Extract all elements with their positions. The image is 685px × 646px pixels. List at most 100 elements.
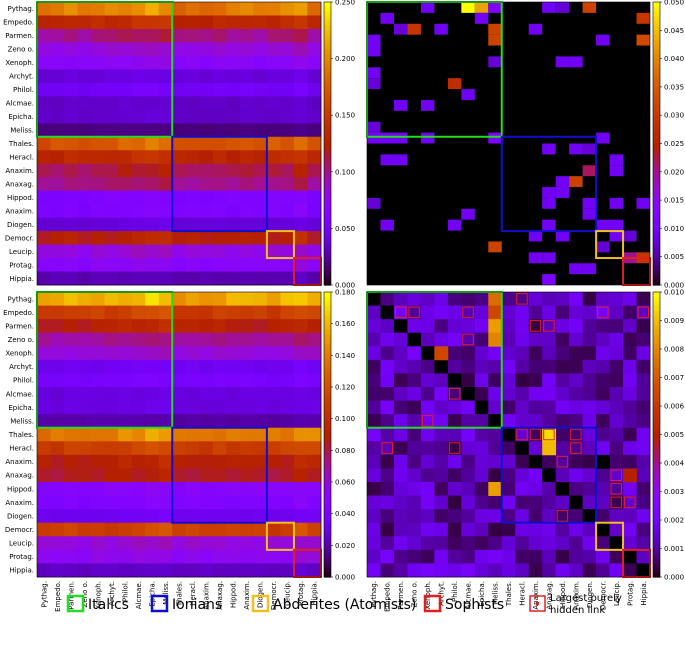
heatmap-cell [280, 441, 295, 456]
colorbar-step [653, 251, 660, 258]
heatmap-cell [185, 359, 200, 374]
heatmap-cell [380, 495, 395, 510]
heatmap-cell [158, 563, 173, 578]
heatmap-cell [367, 427, 381, 442]
heatmap-cell [515, 468, 530, 483]
heatmap-cell [636, 292, 651, 306]
heatmap-cell [293, 55, 308, 70]
heatmap-cell [596, 241, 610, 253]
heatmap-cell [212, 536, 227, 551]
colorbar-step [324, 233, 331, 239]
heatmap-cell [172, 123, 187, 138]
heatmap-cell [253, 441, 268, 456]
heatmap-cell [447, 441, 462, 456]
heatmap-cell [447, 536, 462, 551]
heatmap-cell [461, 482, 476, 496]
x-tick-label: Anaxag. [545, 581, 553, 610]
x-tick-label: Protag. [626, 581, 634, 606]
colorbar-step [653, 91, 660, 97]
heatmap-cell [185, 55, 200, 70]
heatmap-cell [158, 305, 173, 320]
colorbar-step [653, 363, 660, 369]
heatmap-cell [131, 522, 146, 537]
heatmap-cell [542, 373, 557, 388]
heatmap-cell [212, 244, 227, 259]
heatmap-cell [104, 292, 119, 306]
heatmap-cell [226, 150, 241, 165]
heatmap-cell [266, 549, 281, 564]
group-box-abderites [265, 230, 295, 260]
heatmap-cell [609, 319, 624, 334]
heatmap-cell [501, 305, 516, 320]
colorbar-step [653, 306, 660, 312]
colorbar-step [653, 415, 660, 421]
heatmap-cell [253, 96, 268, 111]
heatmap-cell [623, 319, 637, 334]
heatmap-cell [307, 2, 322, 16]
heatmap-cell [447, 292, 462, 306]
heatmap-cell [636, 34, 650, 46]
heatmap-cell [266, 28, 281, 43]
heatmap-cell [91, 468, 106, 483]
heatmap-cell [226, 332, 241, 347]
heatmap-cell [91, 373, 106, 388]
heatmap-cell [293, 468, 308, 483]
heatmap-cell [293, 123, 308, 138]
heatmap-cell [50, 482, 65, 496]
heatmap-cell [77, 549, 92, 564]
colorbar-tick-label: 0.007 [664, 374, 684, 382]
heatmap-cell [280, 69, 295, 84]
heatmap-cell [199, 258, 214, 272]
heatmap-cell [501, 414, 516, 429]
heatmap-cell [226, 136, 241, 151]
heatmap-cell [104, 373, 119, 388]
heatmap-cell [91, 454, 106, 469]
heatmap-cell [172, 231, 187, 245]
hidden-link-marker [610, 469, 623, 481]
heatmap-cell [461, 495, 476, 510]
colorbar-step [324, 534, 331, 540]
heatmap-cell [50, 55, 65, 70]
colorbar-step [653, 344, 660, 350]
heatmap-cell [185, 123, 200, 138]
heatmap-cell [64, 55, 78, 70]
heatmap-cell [293, 482, 308, 496]
heatmap-cell [488, 56, 502, 68]
heatmap-cell [393, 441, 408, 456]
heatmap-cell [293, 536, 308, 551]
heatmap-cell [596, 292, 610, 306]
colorbar-step [653, 152, 660, 159]
colorbar-step [653, 96, 660, 102]
heatmap-cell [307, 441, 322, 456]
heatmap-cell [474, 387, 489, 401]
heatmap-cell [131, 217, 146, 232]
heatmap-cell [64, 305, 78, 320]
colorbar-step [324, 529, 331, 535]
colorbar-step [653, 349, 660, 355]
heatmap-cell [623, 230, 637, 242]
heatmap-cell [212, 563, 227, 578]
colorbar-tick-label: 0.015 [664, 197, 684, 205]
y-tick-label: Xenoph. [5, 59, 34, 67]
heatmap-cell [280, 563, 295, 578]
heatmap-cell [596, 468, 610, 483]
heatmap-cell [555, 454, 570, 469]
heatmap-cell [280, 549, 295, 564]
heatmap-cell [172, 55, 187, 70]
heatmap-cell [596, 427, 610, 442]
colorbar-step [653, 204, 660, 211]
heatmap-cell [461, 359, 476, 374]
heatmap-cell [145, 42, 160, 57]
colorbar-step [653, 325, 660, 331]
heatmap-cell [185, 454, 200, 469]
colorbar-step [324, 35, 331, 41]
heatmap-cell [77, 387, 92, 401]
heatmap-cell [199, 305, 214, 320]
colorbar-step [653, 339, 660, 345]
heatmap-cell [461, 89, 475, 100]
heatmap-cell [461, 2, 475, 13]
heatmap-cell [199, 387, 214, 401]
heatmap-cell [158, 414, 173, 429]
legend: Italics Ionians Abderites (Atomists) Sop… [66, 593, 622, 616]
